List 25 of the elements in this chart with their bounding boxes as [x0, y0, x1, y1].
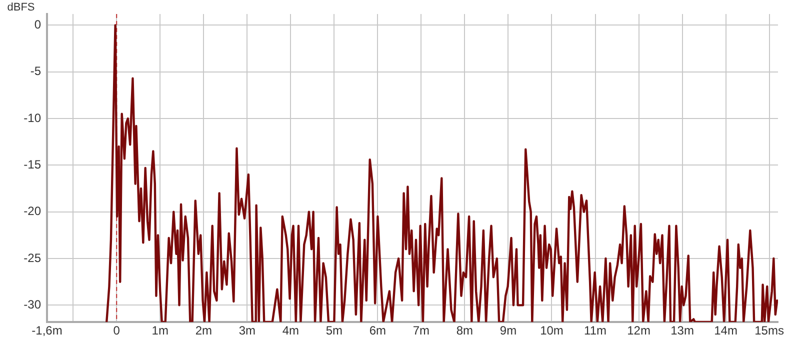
x-tick-label: 11m [584, 324, 606, 338]
x-tick-label: 14m [714, 324, 738, 338]
y-tick-label: -30 [24, 298, 42, 312]
y-tick-label: -15 [24, 158, 42, 172]
x-tick-label: 3m [238, 324, 256, 338]
x-tick-label: 1m [152, 324, 168, 338]
x-tick-label: 9m [500, 324, 517, 338]
x-tick-label: 5m [326, 324, 343, 338]
x-tick-label: 13m [670, 324, 694, 338]
x-tick-label: 15ms [754, 324, 784, 338]
x-tick-label: 2m [195, 324, 212, 338]
x-tick-label: 6m [369, 324, 386, 338]
y-tick-label: -20 [24, 204, 42, 218]
y-tick-label: 0 [34, 18, 42, 32]
x-tick-label: 0 [113, 324, 120, 338]
x-tick-label: -1,6m [32, 324, 62, 338]
y-tick-label: -25 [24, 250, 42, 265]
x-tick-label: 7m [412, 324, 430, 338]
y-tick-label: -5 [30, 64, 42, 78]
x-tick-label: 4m [282, 324, 300, 338]
x-tick-label: 12m [627, 324, 650, 338]
x-tick-label: 8m [456, 324, 474, 338]
y-axis-title: dBFS [7, 2, 35, 14]
y-tick-label: -10 [24, 110, 42, 125]
x-tick-label: 10m [540, 324, 564, 338]
